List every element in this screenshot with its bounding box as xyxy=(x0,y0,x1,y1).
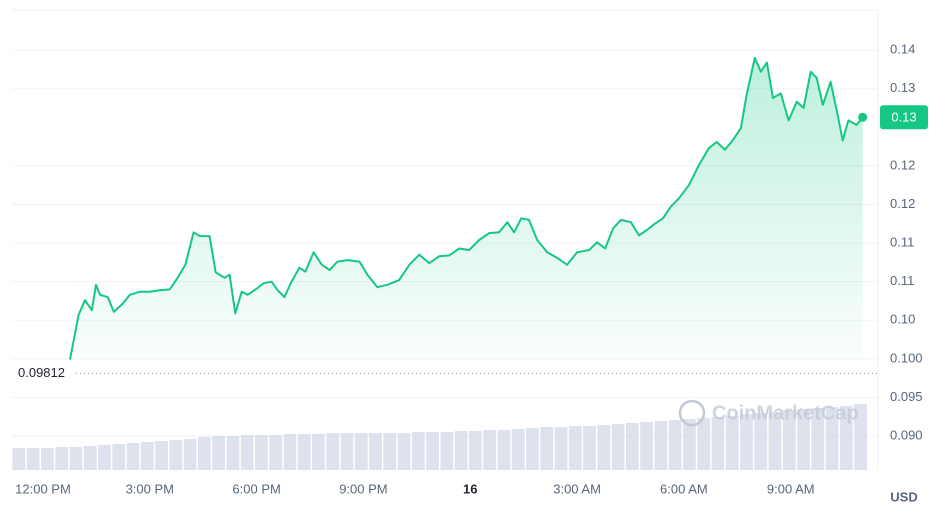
y-tick-label: 0.11 xyxy=(890,273,914,288)
volume-bar xyxy=(811,408,825,470)
volume-bar xyxy=(255,435,268,470)
volume-bar xyxy=(155,441,168,470)
volume-bar xyxy=(426,432,439,470)
x-tick-label: 6:00 AM xyxy=(660,481,708,496)
volume-bar xyxy=(226,436,240,470)
volume-bar xyxy=(397,433,411,470)
volume-bar xyxy=(469,431,482,470)
volume-bar xyxy=(212,436,225,470)
volume-bar xyxy=(782,410,796,470)
volume-bar xyxy=(369,433,382,470)
x-tick-label: 6:00 PM xyxy=(232,481,280,496)
volume-bar xyxy=(654,421,668,470)
volume-bar xyxy=(668,420,682,470)
volume-bar xyxy=(112,444,126,470)
watermark: CoinMarketCap xyxy=(712,402,859,424)
volume-bar xyxy=(697,418,711,470)
volume-bar xyxy=(312,434,325,470)
y-tick-label: 0.10 xyxy=(890,312,915,327)
y-tick-label: 0.11 xyxy=(890,235,914,250)
volume-bar xyxy=(183,439,197,470)
volume-bar xyxy=(440,432,454,470)
volume-bar xyxy=(640,422,653,470)
volume-bar xyxy=(839,406,853,470)
volume-bar xyxy=(683,419,696,470)
volume-bar xyxy=(269,435,283,470)
volume-bar xyxy=(511,429,525,470)
volume-bar xyxy=(540,427,554,470)
price-area xyxy=(70,57,863,360)
y-tick-label: 0.12 xyxy=(890,196,915,211)
volume-bar xyxy=(55,447,69,470)
y-tick-label: 0.090 xyxy=(890,427,923,442)
volume-bar xyxy=(340,433,354,470)
watermark-logo xyxy=(678,399,706,427)
volume-bar xyxy=(483,430,497,470)
price-line xyxy=(69,56,864,360)
volume-bar xyxy=(169,440,183,470)
x-tick-label: 3:00 AM xyxy=(553,481,601,496)
volume-bar xyxy=(611,424,625,470)
y-tick-label: 0.095 xyxy=(890,389,923,404)
volume-bar xyxy=(197,437,211,470)
volume-bar xyxy=(526,428,539,470)
price-badge-label: 0.13 xyxy=(891,110,916,125)
volume-bar xyxy=(354,433,368,470)
volume-bar xyxy=(854,404,867,470)
volume-bar xyxy=(740,414,753,470)
volume-bar xyxy=(797,409,810,470)
x-tick-label: 9:00 PM xyxy=(339,481,387,496)
volume-bar xyxy=(326,433,340,470)
volume-bar xyxy=(383,433,397,470)
x-tick-label: 16 xyxy=(463,481,477,496)
volume-bar xyxy=(597,425,611,470)
volume-bar xyxy=(41,448,54,470)
volume-bar xyxy=(411,432,425,470)
volume-bar xyxy=(497,430,511,470)
x-tick-label: 9:00 AM xyxy=(767,481,815,496)
volume-bar xyxy=(12,448,26,470)
volume-bar xyxy=(126,443,140,470)
volume-bar xyxy=(283,434,297,470)
volume-bar xyxy=(568,426,582,470)
currency-label: USD xyxy=(890,489,917,504)
volume-bar xyxy=(554,427,568,470)
volume-bar xyxy=(583,426,596,470)
y-tick-label: 0.13 xyxy=(890,80,915,95)
volume-bar xyxy=(625,423,639,470)
baseline-label-bg xyxy=(12,363,76,384)
current-point xyxy=(858,112,868,122)
x-tick-label: 12:00 PM xyxy=(15,481,71,496)
volume-bar xyxy=(140,442,154,470)
volume-bar xyxy=(83,446,97,470)
volume-bar xyxy=(69,447,83,470)
price-badge xyxy=(880,105,928,130)
volume-bar xyxy=(725,416,739,470)
volume-bar xyxy=(454,431,468,470)
volume-bar xyxy=(98,445,111,470)
volume-bar xyxy=(768,412,782,470)
baseline-label: 0.09812 xyxy=(18,365,65,380)
y-tick-label: 0.12 xyxy=(890,157,915,172)
volume-bar xyxy=(297,434,311,470)
volume-bar xyxy=(711,417,725,470)
volume-bar xyxy=(26,448,40,470)
volume-bar xyxy=(754,413,768,470)
volume-bar xyxy=(825,407,839,470)
y-tick-label: 0.100 xyxy=(890,350,923,365)
x-tick-label: 3:00 PM xyxy=(126,481,174,496)
volume-bar xyxy=(240,435,254,470)
y-tick-label: 0.14 xyxy=(890,42,915,57)
